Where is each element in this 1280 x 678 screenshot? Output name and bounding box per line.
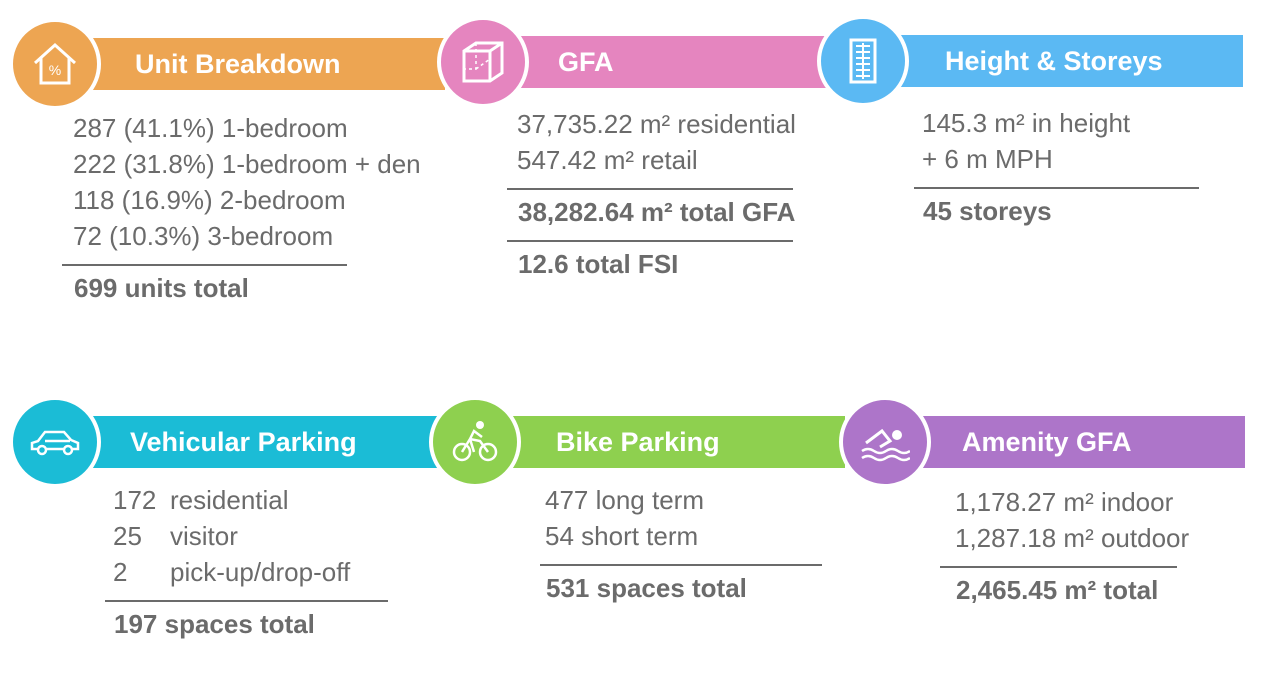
car-icon bbox=[30, 430, 80, 456]
icon-circle bbox=[429, 396, 521, 488]
card-title: Bike Parking bbox=[556, 427, 720, 457]
detail-line: 37,735.22 m² residential bbox=[517, 109, 796, 139]
detail-line: 477 long term bbox=[545, 485, 704, 515]
banner bbox=[483, 36, 830, 88]
detail-line: 72 (10.3%) 3-bedroom bbox=[73, 221, 334, 251]
icon-circle bbox=[817, 15, 909, 107]
line-count: 25 bbox=[113, 521, 142, 551]
svg-text:%: % bbox=[49, 62, 61, 78]
divider bbox=[105, 600, 388, 602]
line-label: pick-up/drop-off bbox=[170, 557, 351, 587]
divider bbox=[62, 264, 347, 266]
total-line: 45 storeys bbox=[923, 196, 1052, 226]
divider bbox=[940, 566, 1177, 568]
building-icon bbox=[849, 38, 877, 84]
total-line: 699 units total bbox=[74, 273, 249, 303]
detail-line: 547.42 m² retail bbox=[517, 145, 698, 175]
detail-line: 54 short term bbox=[545, 521, 699, 551]
icon-circle bbox=[839, 396, 931, 488]
card-title: Vehicular Parking bbox=[130, 427, 357, 457]
banner bbox=[55, 416, 437, 468]
house-icon: % bbox=[33, 42, 77, 85]
banner bbox=[863, 35, 1243, 87]
line-count: 172 bbox=[113, 485, 157, 515]
bike-icon bbox=[452, 421, 498, 462]
total-line: 38,282.64 m² total GFA bbox=[518, 197, 796, 227]
icon-circle bbox=[437, 16, 529, 108]
card-body: 145.3 m² in height + 6 m MPH 45 storeys bbox=[914, 105, 1199, 229]
swimmer-icon bbox=[861, 428, 910, 462]
card-body: 37,735.22 m² residential 547.42 m² retail… bbox=[507, 106, 796, 282]
card-body: 1,178.27 m² indoor 1,287.18 m² outdoor 2,4… bbox=[940, 484, 1190, 608]
total-line: 12.6 total FSI bbox=[518, 249, 679, 279]
icon-circle bbox=[9, 396, 101, 488]
detail-line: 1,287.18 m² outdoor bbox=[955, 523, 1190, 553]
total-line: 197 spaces total bbox=[114, 609, 315, 639]
card-title: Height & Storeys bbox=[945, 46, 1163, 76]
divider bbox=[914, 187, 1199, 189]
divider bbox=[507, 240, 793, 242]
banner bbox=[55, 38, 445, 90]
card-title: Unit Breakdown bbox=[135, 49, 341, 79]
line-label: residential bbox=[170, 485, 289, 515]
detail-line: 287 (41.1%) 1-bedroom bbox=[73, 113, 348, 143]
detail-line: 222 (31.8%) 1-bedroom + den bbox=[73, 149, 421, 179]
detail-line: + 6 m MPH bbox=[922, 144, 1053, 174]
detail-line: 145.3 m² in height bbox=[922, 108, 1131, 138]
icon-circle: % bbox=[9, 18, 101, 110]
total-line: 2,465.45 m² total bbox=[956, 575, 1159, 605]
line-label: visitor bbox=[170, 521, 238, 551]
divider bbox=[507, 188, 793, 190]
detail-line: 25 visitor bbox=[105, 518, 388, 554]
box-icon bbox=[462, 41, 504, 83]
banner bbox=[885, 416, 1245, 468]
detail-line: 172 residential bbox=[105, 482, 388, 518]
detail-line: 1,178.27 m² indoor bbox=[955, 487, 1174, 517]
card-body: 287 (41.1%) 1-bedroom 222 (31.8%) 1-bedro… bbox=[62, 110, 421, 306]
card-body: 477 long term 54 short term 531 spaces tot… bbox=[540, 482, 822, 606]
total-line: 531 spaces total bbox=[546, 573, 747, 603]
line-count: 2 bbox=[113, 557, 128, 587]
card-title: GFA bbox=[558, 47, 614, 77]
detail-line: 118 (16.9%) 2-bedroom bbox=[73, 185, 346, 215]
detail-line: 2 pick-up/drop-off bbox=[105, 554, 388, 590]
banner bbox=[475, 416, 845, 468]
card-body: 172 residential 25 visitor 2 pick-up/drop-off… bbox=[105, 482, 388, 642]
divider bbox=[540, 564, 822, 566]
card-title: Amenity GFA bbox=[962, 427, 1132, 457]
